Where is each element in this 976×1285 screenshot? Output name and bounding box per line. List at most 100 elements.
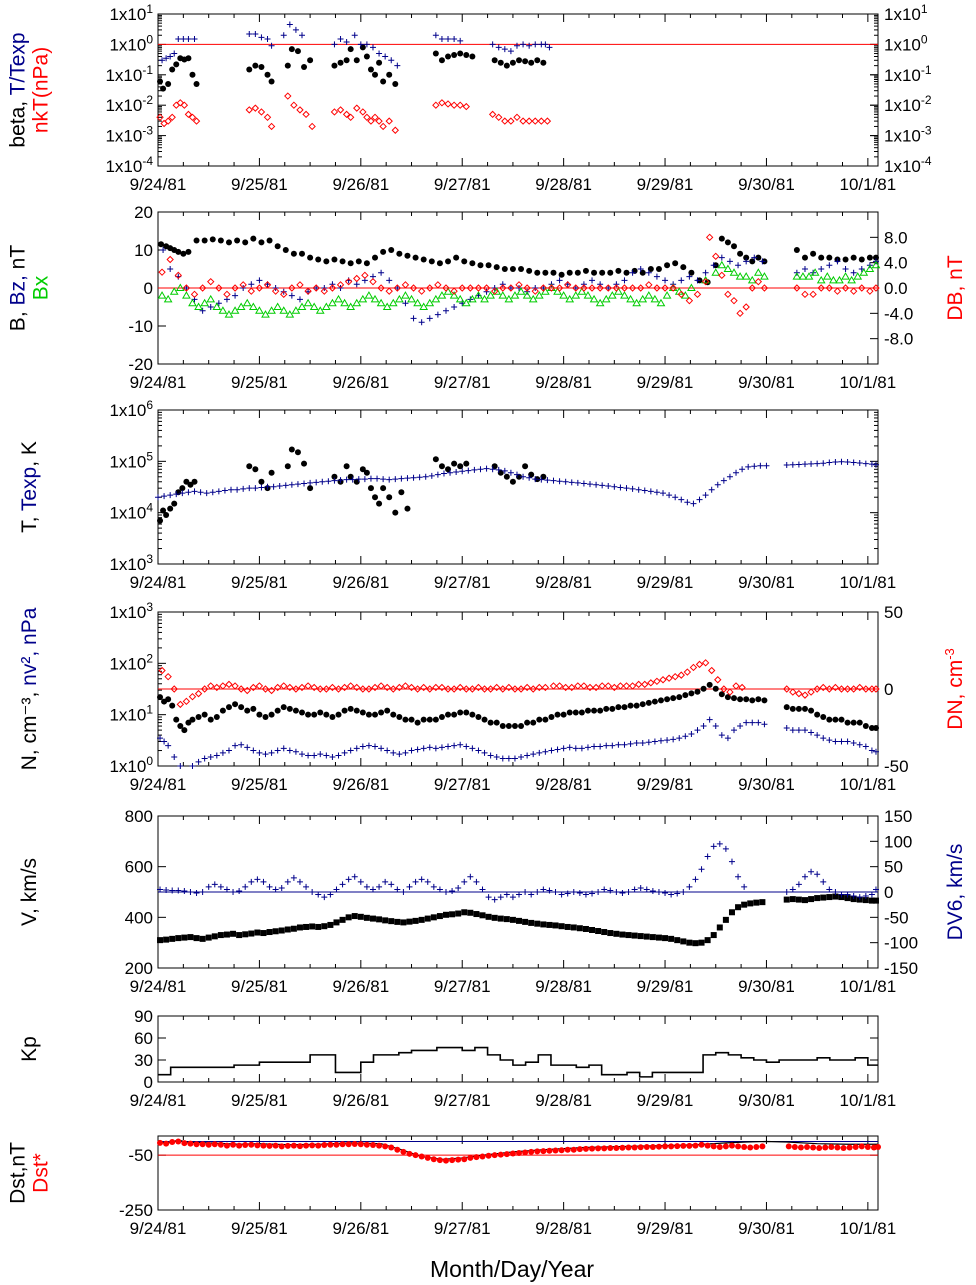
data-point xyxy=(419,302,429,310)
data-point xyxy=(662,935,669,942)
data-point xyxy=(685,296,694,305)
data-point xyxy=(486,685,495,693)
data-point xyxy=(872,284,880,292)
data-point xyxy=(307,57,314,64)
data-point xyxy=(532,41,539,48)
data-point xyxy=(710,262,717,269)
data-point xyxy=(267,306,276,314)
data-point xyxy=(822,1144,829,1151)
data-point xyxy=(587,481,593,488)
data-point xyxy=(864,1143,871,1150)
data-point xyxy=(612,284,621,292)
data-point xyxy=(668,935,675,942)
data-point xyxy=(628,682,637,690)
data-point xyxy=(820,460,827,467)
data-point xyxy=(481,749,488,756)
data-point xyxy=(157,937,164,944)
data-point xyxy=(783,685,791,693)
data-point xyxy=(388,57,395,64)
data-point xyxy=(174,271,182,280)
data-point xyxy=(552,1147,559,1154)
x-tick-label: 9/26/81 xyxy=(332,573,389,592)
data-point xyxy=(400,1148,407,1155)
x-tick-label: 9/30/81 xyxy=(738,977,795,996)
data-point xyxy=(466,284,475,292)
data-point xyxy=(437,291,447,299)
x-tick-label: 9/24/81 xyxy=(130,977,187,996)
data-point xyxy=(795,461,802,468)
data-point xyxy=(701,277,710,286)
data-point xyxy=(751,254,758,261)
data-point xyxy=(247,287,256,295)
data-point xyxy=(238,741,245,748)
data-point xyxy=(359,466,366,473)
data-point xyxy=(759,899,766,906)
data-point xyxy=(451,711,458,718)
data-point xyxy=(363,914,370,921)
data-point xyxy=(290,925,297,932)
data-point xyxy=(278,1143,285,1150)
y-tick-label: -50 xyxy=(128,1146,153,1165)
data-point xyxy=(258,34,265,41)
data-point xyxy=(349,476,356,483)
data-point xyxy=(868,897,875,904)
data-point xyxy=(252,30,259,37)
data-point xyxy=(369,915,376,922)
data-point xyxy=(331,473,338,480)
data-point xyxy=(290,874,297,881)
data-point xyxy=(181,934,188,941)
data-point xyxy=(322,685,331,693)
data-point xyxy=(554,711,561,718)
data-point xyxy=(245,106,253,114)
right-y-tick-label: -50 xyxy=(884,908,909,927)
data-point xyxy=(347,46,354,53)
data-point xyxy=(367,117,375,125)
data-point xyxy=(509,916,516,923)
data-point xyxy=(580,281,587,288)
data-point xyxy=(189,763,196,769)
x-tick-label: 9/27/81 xyxy=(434,573,491,592)
data-point xyxy=(712,685,719,692)
data-point xyxy=(412,878,419,885)
data-point xyxy=(386,476,393,483)
data-point xyxy=(417,287,426,295)
data-point xyxy=(607,930,614,937)
data-point xyxy=(601,929,608,936)
data-point xyxy=(309,1142,316,1149)
data-point xyxy=(828,1143,835,1150)
data-point xyxy=(572,745,579,752)
data-point xyxy=(242,883,249,890)
data-point xyxy=(526,474,533,481)
data-point xyxy=(473,1154,480,1161)
data-point xyxy=(385,287,393,295)
data-point xyxy=(182,284,191,292)
data-point xyxy=(388,298,398,307)
y-axis-label: nkT(nPa) xyxy=(30,47,53,133)
data-point xyxy=(457,741,464,748)
data-point xyxy=(369,886,376,893)
data-point xyxy=(414,719,421,726)
x-tick-label: 9/27/81 xyxy=(434,1091,491,1110)
data-point xyxy=(528,1148,535,1155)
data-point xyxy=(534,920,541,927)
data-point xyxy=(280,32,287,39)
data-point xyxy=(340,298,349,307)
data-point xyxy=(359,743,366,750)
data-point xyxy=(570,889,577,895)
data-point xyxy=(850,254,857,261)
data-point xyxy=(558,271,565,278)
x-tick-label: 9/26/81 xyxy=(332,977,389,996)
data-point xyxy=(430,883,437,890)
data-point xyxy=(523,683,531,692)
data-point xyxy=(558,1147,565,1154)
x-tick-label: 9/28/81 xyxy=(535,573,592,592)
x-tick-label: 9/30/81 xyxy=(738,775,795,794)
data-point xyxy=(456,683,464,692)
data-point xyxy=(620,284,629,292)
data-point xyxy=(635,486,642,493)
data-point xyxy=(346,682,355,690)
data-point xyxy=(194,689,203,698)
data-point xyxy=(380,485,387,492)
data-point xyxy=(571,291,581,299)
data-point xyxy=(507,117,515,125)
